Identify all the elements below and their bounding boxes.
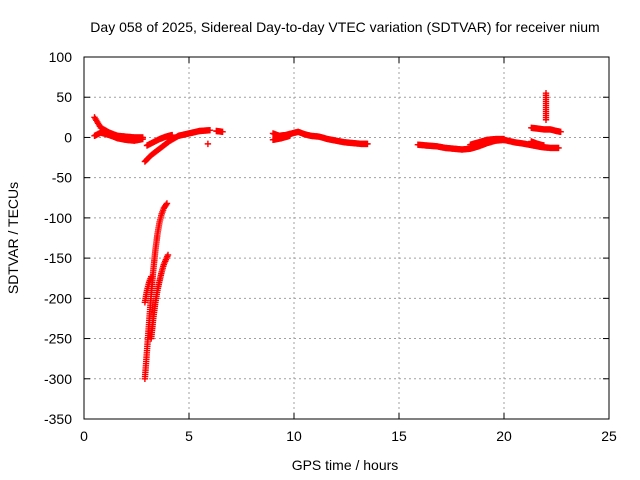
y-tick-label: 0 [64, 129, 72, 145]
data-point [557, 128, 564, 136]
y-tick-label: -50 [52, 170, 72, 186]
chart-title: Day 058 of 2025, Sidereal Day-to-day VTE… [90, 19, 599, 35]
data-point [500, 135, 508, 143]
data-point [555, 144, 562, 152]
plot-frame [83, 56, 610, 420]
x-tick-label: 15 [391, 428, 407, 444]
y-tick-label: -250 [44, 331, 72, 347]
y-tick-labels: 100 50 0 -50 -100 -150 -200 -250 -300 -350 [44, 49, 72, 427]
y-tick-label: 100 [49, 49, 73, 65]
data-point [139, 135, 146, 143]
data-point [540, 142, 548, 149]
grid-lines [84, 57, 609, 419]
data-point [206, 127, 214, 134]
data-point [163, 200, 171, 207]
y-tick-label: -100 [44, 210, 72, 226]
data-series-points [91, 90, 564, 382]
y-tick-label: -200 [44, 290, 72, 306]
x-tick-label: 5 [185, 428, 193, 444]
data-point [204, 140, 212, 148]
axis-ticks [83, 56, 610, 420]
data-point [162, 201, 170, 208]
x-tick-label: 25 [601, 428, 617, 444]
data-point [542, 116, 550, 123]
data-point [148, 273, 155, 280]
data-point [286, 132, 293, 140]
y-tick-label: -300 [44, 371, 72, 387]
data-point [169, 131, 176, 139]
y-axis-label: SDTVAR / TECUs [5, 182, 21, 294]
y-tick-label: -350 [44, 411, 72, 427]
data-point [364, 140, 371, 148]
x-axis-label: GPS time / hours [292, 457, 399, 473]
data-point [219, 128, 226, 136]
data-point [164, 251, 172, 259]
x-tick-label: 10 [286, 428, 302, 444]
y-tick-label: -150 [44, 250, 72, 266]
x-tick-labels: 0 5 10 15 20 25 [80, 428, 617, 444]
x-tick-label: 20 [496, 428, 512, 444]
x-tick-label: 0 [80, 428, 88, 444]
y-tick-label: 50 [56, 89, 72, 105]
